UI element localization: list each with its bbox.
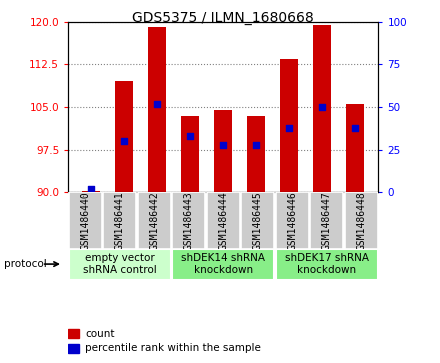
Text: GSM1486448: GSM1486448 (356, 191, 366, 250)
Text: count: count (85, 329, 115, 339)
Bar (214, 110, 232, 192)
Bar (115, 81, 133, 192)
Text: GSM1486442: GSM1486442 (149, 191, 159, 250)
FancyBboxPatch shape (172, 192, 205, 249)
FancyBboxPatch shape (276, 192, 309, 249)
Point (187, 133, 194, 139)
FancyBboxPatch shape (207, 192, 240, 249)
FancyBboxPatch shape (138, 192, 171, 249)
Bar (181, 115, 199, 192)
Text: GSM1486444: GSM1486444 (218, 191, 228, 250)
Text: shDEK17 shRNA
knockdown: shDEK17 shRNA knockdown (285, 253, 369, 275)
Text: GSM1486443: GSM1486443 (184, 191, 194, 250)
Bar (247, 115, 265, 192)
FancyBboxPatch shape (276, 249, 378, 280)
Point (220, 142, 227, 147)
Text: empty vector
shRNA control: empty vector shRNA control (83, 253, 157, 275)
Text: GSM1486440: GSM1486440 (81, 191, 91, 250)
Text: GSM1486446: GSM1486446 (287, 191, 297, 250)
Bar (313, 25, 331, 192)
FancyBboxPatch shape (103, 192, 136, 249)
Bar (68, 344, 79, 353)
Point (352, 125, 359, 130)
Text: GSM1486441: GSM1486441 (115, 191, 125, 250)
Point (121, 138, 128, 144)
Bar (280, 59, 298, 192)
Bar (82, 191, 100, 192)
Point (154, 101, 161, 107)
Text: GSM1486447: GSM1486447 (322, 191, 332, 250)
Point (253, 142, 260, 147)
Point (319, 104, 326, 110)
FancyBboxPatch shape (172, 249, 274, 280)
FancyBboxPatch shape (345, 192, 378, 249)
FancyBboxPatch shape (69, 192, 102, 249)
FancyBboxPatch shape (310, 192, 343, 249)
Bar (346, 104, 364, 192)
Text: GSM1486445: GSM1486445 (253, 191, 263, 250)
Bar (148, 28, 166, 192)
Text: percentile rank within the sample: percentile rank within the sample (85, 343, 261, 354)
Text: GDS5375 / ILMN_1680668: GDS5375 / ILMN_1680668 (132, 11, 314, 25)
Point (286, 125, 293, 130)
FancyBboxPatch shape (241, 192, 274, 249)
Text: shDEK14 shRNA
knockdown: shDEK14 shRNA knockdown (181, 253, 265, 275)
Bar (68, 330, 79, 338)
Point (88, 186, 95, 192)
Text: protocol: protocol (4, 259, 47, 269)
FancyBboxPatch shape (69, 249, 171, 280)
